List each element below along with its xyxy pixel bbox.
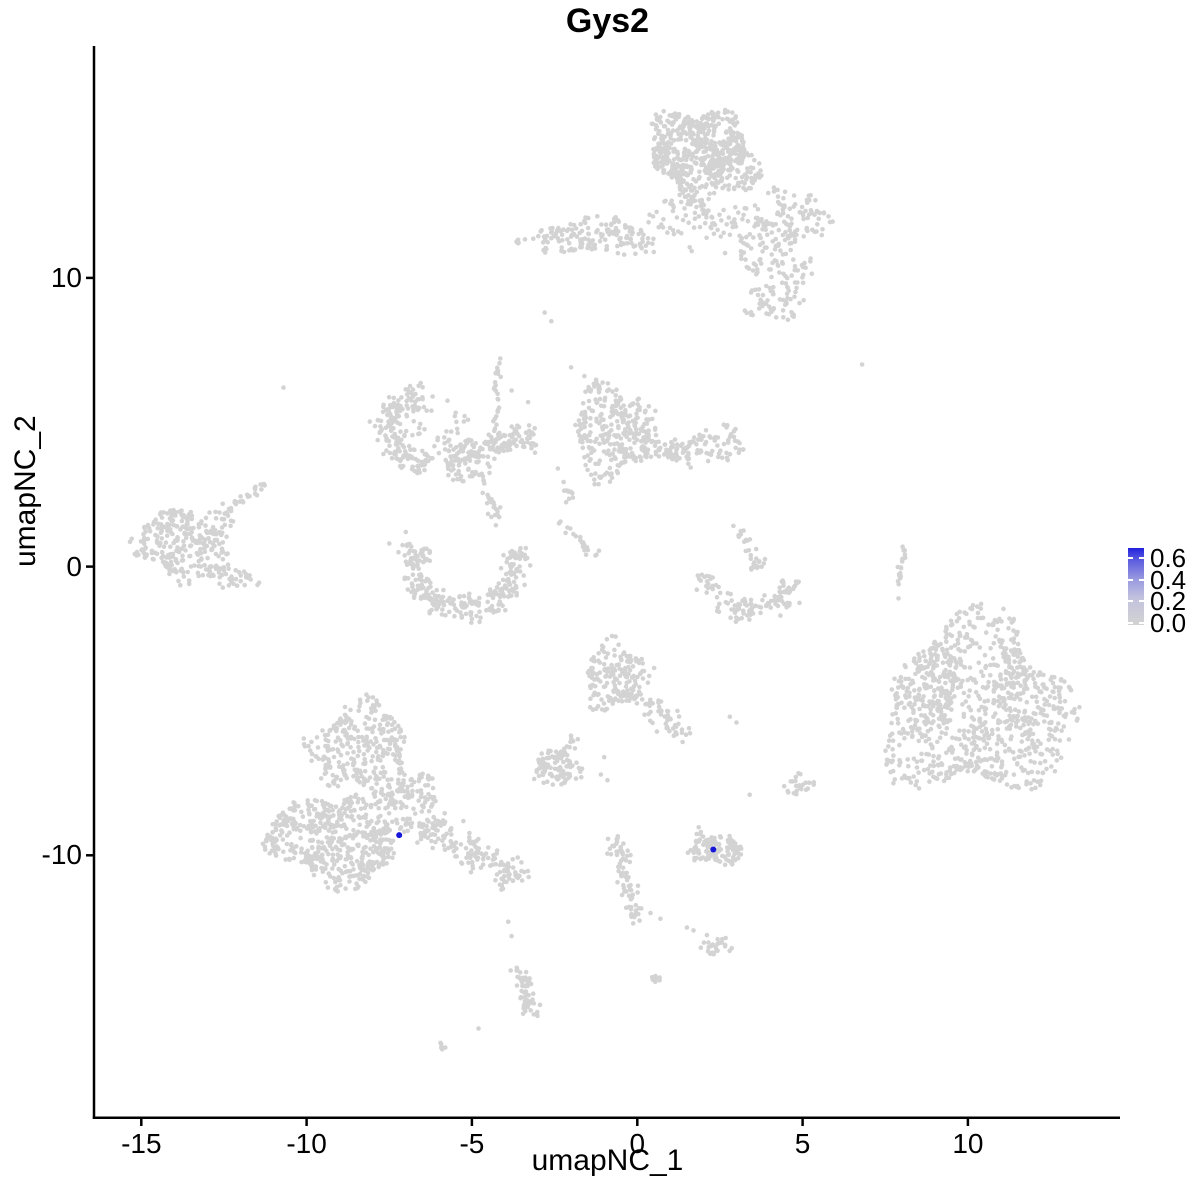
colorbar-tick	[1128, 557, 1133, 559]
scatter-points	[127, 107, 1082, 1052]
highlighted-cell-points	[396, 832, 717, 853]
plot-title: Gys2	[565, 2, 650, 40]
y-tick-label: -10	[41, 839, 82, 871]
y-tick-label: 0	[66, 550, 82, 582]
colorbar-tick	[1128, 578, 1133, 581]
x-tick-label: -10	[286, 1128, 327, 1159]
colorbar-value-label: 0.2	[1150, 586, 1187, 616]
colorbar-tick	[1139, 578, 1144, 581]
x-tick-label: 0	[629, 1128, 646, 1159]
x-tick-label: 5	[794, 1128, 811, 1159]
x-tick-label: -15	[121, 1128, 162, 1159]
colorbar-tick	[1139, 600, 1144, 602]
colorbar-value-label: 0.4	[1150, 564, 1187, 595]
colorbar-tick	[1128, 600, 1133, 602]
colorbar-tick	[1128, 621, 1133, 624]
y-tick-label: 10	[50, 261, 82, 293]
colorbar-tick	[1139, 621, 1144, 624]
x-tick-label: 10	[952, 1128, 984, 1159]
colorbar-tick	[1139, 557, 1144, 559]
x-tick-label: -5	[459, 1128, 485, 1159]
colorbar-value-label: 0.6	[1150, 543, 1187, 573]
x-axis-title: umapNC_1	[531, 1144, 684, 1177]
colorbar-value-label: 0.0	[1150, 607, 1187, 638]
expression-colorbar-legend: 0.6 0.4 0.2 0.0	[1128, 543, 1200, 636]
axis-tick-marks	[86, 276, 970, 1126]
colorbar-gradient	[1128, 548, 1144, 625]
